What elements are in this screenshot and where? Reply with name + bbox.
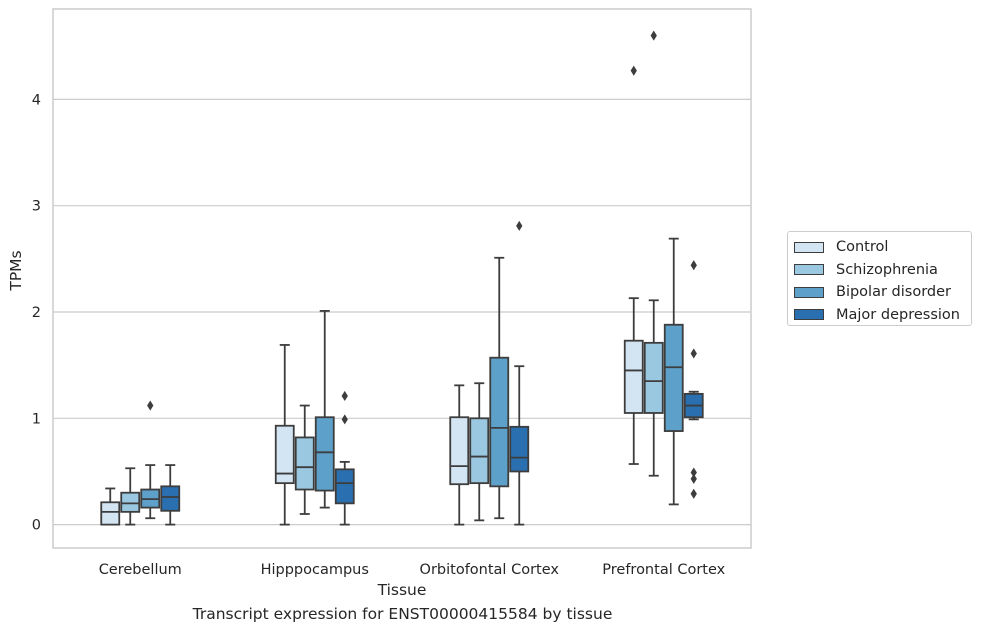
flier-3-1-1 <box>341 414 348 425</box>
box-0-1 <box>274 424 295 485</box>
x-tick-label-1: Hipppocampus <box>261 562 369 578</box>
flier-3-3-1 <box>690 348 697 359</box>
legend: Control Schizophrenia Bipolar disorder Majo… <box>787 231 972 326</box>
legend-item-0: Control <box>794 236 971 259</box>
chart-caption: Transcript expression for ENST0000041558… <box>192 605 613 623</box>
box-0-2 <box>449 416 470 486</box>
box-3-2 <box>509 425 530 473</box>
flier-2-0-0 <box>147 400 154 411</box>
legend-item-2: Bipolar disorder <box>794 281 971 304</box>
legend-item-1: Schizophrenia <box>794 259 971 282</box>
box-0-0 <box>100 501 121 526</box>
y-tick-label-1: 1 <box>32 411 41 427</box>
legend-swatch-1 <box>794 264 824 276</box>
box-3-0 <box>160 485 181 512</box>
box-2-2 <box>489 356 510 488</box>
y-tick-label-0: 0 <box>32 518 41 534</box>
flier-3-3-2 <box>690 467 697 478</box>
flier-1-3-0 <box>650 30 657 41</box>
legend-swatch-2 <box>794 286 824 298</box>
box-1-2 <box>469 417 490 485</box>
y-tick-label-2: 2 <box>32 305 41 321</box>
legend-swatch-0 <box>794 241 824 253</box>
legend-label-1: Schizophrenia <box>836 261 938 278</box>
y-tick-label-3: 3 <box>32 199 41 215</box>
flier-3-3-0 <box>690 260 697 271</box>
x-axis-label: Tissue <box>377 581 427 599</box>
plot-frame <box>52 8 752 549</box>
x-tick-label-2: Orbitofontal Cortex <box>420 562 560 578</box>
box-1-0 <box>120 491 141 513</box>
x-tick-label-0: Cerebellum <box>99 562 182 578</box>
flier-3-2-0 <box>516 220 523 231</box>
legend-label-2: Bipolar disorder <box>836 284 951 301</box>
box-1-3 <box>643 341 664 414</box>
box-3-1 <box>334 468 355 505</box>
legend-swatch-3 <box>794 309 824 321</box>
box-2-1 <box>314 416 335 492</box>
flier-3-1-0 <box>341 390 348 402</box>
legend-label-3: Major depression <box>836 306 960 323</box>
flier-3-3-4 <box>690 488 697 499</box>
box-2-3 <box>663 323 684 432</box>
legend-label-0: Control <box>836 239 889 256</box>
y-axis-label: TPMs <box>7 250 25 291</box>
box-0-3 <box>623 339 644 414</box>
y-tick-label-4: 4 <box>32 92 41 108</box>
plot-area <box>53 9 751 548</box>
box-1-1 <box>294 436 315 491</box>
legend-item-3: Major depression <box>794 304 971 327</box>
x-tick-label-3: Prefrontal Cortex <box>602 562 725 578</box>
flier-3-3-3 <box>690 473 697 484</box>
flier-0-3-0 <box>630 65 637 76</box>
